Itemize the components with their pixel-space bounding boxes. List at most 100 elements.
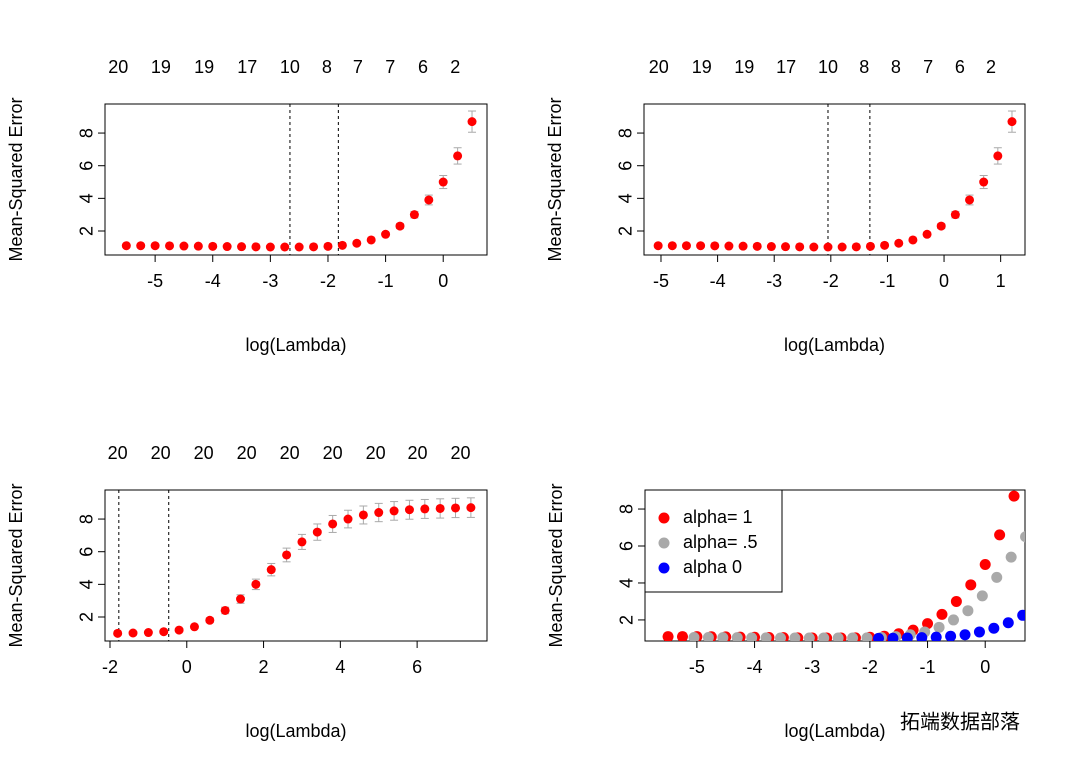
point (979, 558, 991, 570)
point (280, 242, 290, 252)
y-tick-label: 2 (77, 226, 97, 236)
point (395, 221, 405, 231)
point (973, 626, 985, 638)
y-tick-label: 2 (616, 226, 636, 236)
y-tick-label: 2 (77, 612, 97, 622)
point (389, 506, 399, 516)
legend-label: alpha= .5 (683, 532, 758, 552)
point (309, 242, 319, 252)
point (136, 241, 146, 251)
top-axis-label: 17 (237, 57, 257, 77)
point (775, 632, 787, 641)
point (1002, 617, 1014, 629)
point (818, 632, 830, 641)
legend-marker (658, 562, 670, 574)
point (945, 630, 957, 641)
point (988, 622, 1000, 634)
point (795, 242, 805, 252)
x-tick-label: 4 (335, 657, 345, 677)
point (873, 632, 885, 641)
point (979, 177, 989, 187)
point (337, 240, 347, 250)
point (731, 632, 743, 641)
top-axis-label: 8 (859, 57, 869, 77)
point (236, 594, 246, 604)
top-axis-label: 20 (237, 443, 257, 463)
point (453, 151, 463, 161)
point (916, 632, 928, 641)
top-axis-label: 20 (323, 443, 343, 463)
point (947, 614, 959, 626)
x-tick-label: 0 (182, 657, 192, 677)
point (150, 241, 160, 251)
point (880, 240, 890, 250)
point (113, 628, 123, 638)
y-tick-label: 6 (77, 547, 97, 557)
point (358, 510, 368, 520)
point (922, 229, 932, 239)
x-tick-label: -3 (804, 657, 820, 677)
point (676, 631, 688, 641)
point (653, 241, 663, 251)
point (950, 595, 962, 607)
point (789, 632, 801, 641)
point (809, 242, 819, 252)
x-tick-label: -4 (710, 271, 726, 291)
y-tick-label: 4 (616, 193, 636, 203)
y-tick-label: 4 (617, 578, 637, 588)
x-tick-label: -2 (320, 271, 336, 291)
point (976, 590, 988, 602)
x-tick-label: -2 (102, 657, 118, 677)
point (438, 177, 448, 187)
point (381, 229, 391, 239)
x-tick-label: 0 (939, 271, 949, 291)
point (667, 241, 677, 251)
point (435, 503, 445, 513)
x-tick-label: 0 (980, 657, 990, 677)
x-tick-label: -1 (920, 657, 936, 677)
point (965, 195, 975, 205)
point (688, 631, 700, 641)
legend-box (644, 489, 783, 593)
legend: alpha= 1 alpha= .5 alpha 0 (644, 489, 783, 593)
point (710, 241, 720, 251)
point (993, 151, 1003, 161)
point (959, 629, 971, 641)
top-axis-label: 20 (407, 443, 427, 463)
plot-area (653, 104, 1017, 255)
point (724, 241, 734, 251)
top-axis-label: 20 (366, 443, 386, 463)
legend-marker (658, 537, 670, 549)
point (865, 241, 875, 251)
point (121, 241, 131, 251)
y-tick-label: 8 (77, 128, 97, 138)
point (717, 632, 729, 641)
x-tick-label: -1 (378, 271, 394, 291)
panel: -5 -4 -3 -2 -1 0 1 2 4 6 8 log(Lambda) Mean-Squared … (545, 57, 1026, 355)
point (220, 605, 230, 615)
point (908, 235, 918, 245)
top-axis-label: 19 (151, 57, 171, 77)
plot-frame (104, 103, 488, 256)
point (179, 241, 189, 251)
point (936, 221, 946, 231)
top-axis-label: 17 (776, 57, 796, 77)
point (467, 117, 477, 127)
x-tick-label: 1 (996, 271, 1006, 291)
point (1020, 531, 1025, 543)
point (297, 537, 307, 547)
point (887, 632, 899, 641)
point (265, 242, 275, 252)
point (159, 627, 169, 637)
point (760, 632, 772, 641)
y-tick-label: 6 (77, 161, 97, 171)
top-axis-label: 6 (955, 57, 965, 77)
top-axis-label: 7 (353, 57, 363, 77)
legend-label: alpha 0 (683, 557, 742, 577)
legend-marker (658, 512, 670, 524)
top-axis-label: 10 (280, 57, 300, 77)
point (409, 210, 419, 220)
point (950, 210, 960, 220)
x-tick-label: -5 (653, 271, 669, 291)
point (662, 631, 674, 641)
